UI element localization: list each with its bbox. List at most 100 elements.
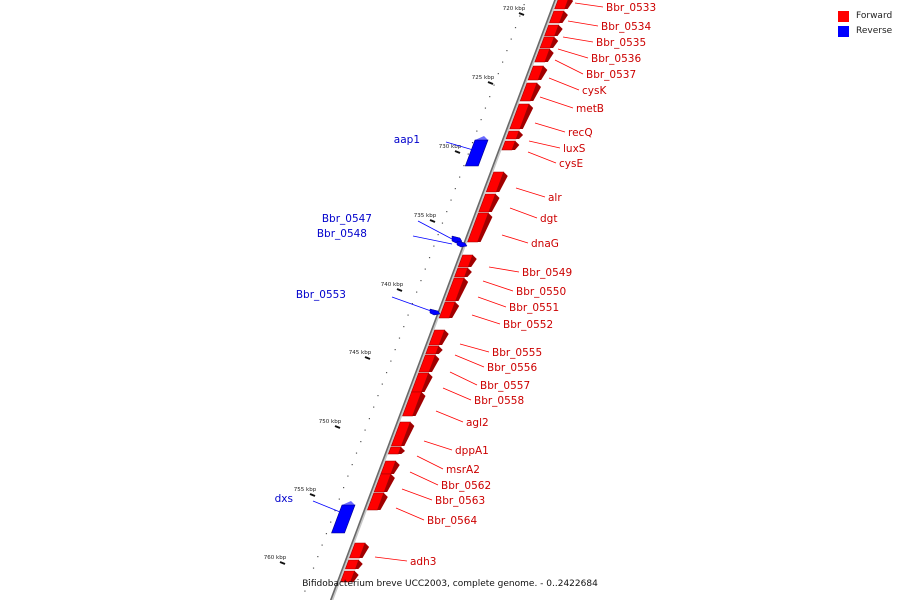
tick-mark xyxy=(518,12,525,16)
gene-label-bbr-0551[interactable]: Bbr_0551 xyxy=(509,302,559,314)
gene-label-bbr-0555[interactable]: Bbr_0555 xyxy=(492,347,542,359)
label-leader-bbr-0555 xyxy=(459,343,490,353)
scale-dot xyxy=(514,27,517,29)
scale-dot xyxy=(416,291,418,293)
scale-dot xyxy=(312,567,315,569)
gene-block-dxs[interactable] xyxy=(331,504,356,534)
gene-label-bbr-0552[interactable]: Bbr_0552 xyxy=(503,319,553,331)
gene-block-cysk-side[interactable] xyxy=(538,66,548,80)
gene-label-aap1[interactable]: aap1 xyxy=(394,134,420,146)
gene-block-bbr-0535-side[interactable] xyxy=(554,25,563,36)
gene-label-bbr-0536[interactable]: Bbr_0536 xyxy=(591,53,641,65)
gene-label-dxs[interactable]: dxs xyxy=(275,493,293,505)
gene-block-bbr-0557-side[interactable] xyxy=(428,355,440,372)
gene-block-dnag-side[interactable] xyxy=(477,213,493,242)
gene-block-cyse-side[interactable] xyxy=(511,141,520,150)
gene-label-dppa1[interactable]: dppA1 xyxy=(455,445,489,457)
gene-block-adh3-side[interactable] xyxy=(359,543,370,558)
gene-label-bbr-0564[interactable]: Bbr_0564 xyxy=(427,515,477,527)
gene-label-recq[interactable]: recQ xyxy=(568,127,593,139)
gene-block-msra2-side[interactable] xyxy=(398,447,405,454)
gene-labels: Bbr_0533 Bbr_0534 Bbr_0535 Bbr_0536 Bbr_0537… xyxy=(275,2,657,568)
label-leader-dnag xyxy=(501,234,529,244)
gene-block-bbr-0534-side[interactable] xyxy=(559,11,568,23)
gene-block-dgt-side[interactable] xyxy=(488,194,500,212)
gene-block-bbr-0558-side[interactable] xyxy=(421,373,433,392)
gene-block-dppa1-side[interactable] xyxy=(401,422,415,446)
label-leader-bbr-0558 xyxy=(442,387,472,401)
gene-label-bbr-0562[interactable]: Bbr_0562 xyxy=(441,480,491,492)
gene-block-metb-side[interactable] xyxy=(530,83,541,101)
gene-label-alr[interactable]: alr xyxy=(548,192,562,204)
gene-block-alr-side[interactable] xyxy=(496,172,508,192)
gene-block-bbr-0536-side[interactable] xyxy=(550,37,559,48)
gene-label-bbr-0563[interactable]: Bbr_0563 xyxy=(435,495,485,507)
gene-label-bbr-0549[interactable]: Bbr_0549 xyxy=(522,267,572,279)
label-leader-adh3 xyxy=(374,556,408,562)
gene-label-cysk[interactable]: cysK xyxy=(582,85,607,97)
gene-label-bbr-0550[interactable]: Bbr_0550 xyxy=(516,286,566,298)
label-leader-cysk xyxy=(548,77,580,91)
gene-block-bbr-0553[interactable] xyxy=(429,308,441,316)
gene-label-bbr-0553[interactable]: Bbr_0553 xyxy=(296,289,346,301)
gene-block-bbr-0563-side[interactable] xyxy=(384,474,395,492)
label-leader-alr xyxy=(515,187,546,198)
scale-dot xyxy=(471,142,474,144)
gene-label-bbr-0533[interactable]: Bbr_0533 xyxy=(606,2,656,14)
scale-dot xyxy=(347,475,349,477)
tick-mark xyxy=(487,81,494,85)
gene-block-bbr-0552-side[interactable] xyxy=(449,302,460,318)
gene-label-cyse[interactable]: cysE xyxy=(559,158,583,170)
gene-label-bbr-0556[interactable]: Bbr_0556 xyxy=(487,362,537,374)
label-leader-bbr-0535 xyxy=(562,36,594,43)
scale-dot xyxy=(407,314,409,316)
gene-block-bbr-0555-side[interactable] xyxy=(439,330,449,345)
scale-dot xyxy=(321,544,323,546)
gene-label-adh3[interactable]: adh3 xyxy=(410,556,436,568)
scale-dot xyxy=(385,372,388,374)
gene-block-recq-side[interactable] xyxy=(519,104,534,129)
gene-label-luxs[interactable]: luxS xyxy=(563,143,586,155)
gene-block-bbr-0549-side[interactable] xyxy=(468,255,477,267)
gene-block-bbr-0550-side[interactable] xyxy=(464,268,472,277)
scale-dots xyxy=(304,4,525,592)
scale-dot xyxy=(398,337,401,339)
gene-label-msra2[interactable]: msrA2 xyxy=(446,464,480,476)
gene-label-bbr-0557[interactable]: Bbr_0557 xyxy=(480,380,530,392)
scale-dot xyxy=(424,268,426,270)
gene-block-adh3-side[interactable] xyxy=(350,571,359,582)
scale-dot xyxy=(450,199,452,201)
gene-label-agl2[interactable]: agl2 xyxy=(466,417,489,429)
gene-block-aap1[interactable] xyxy=(464,139,489,167)
gene-block-bbr-0548[interactable] xyxy=(456,240,468,248)
scale-dot xyxy=(381,383,383,385)
gene-block-bbr-0556-side[interactable] xyxy=(435,346,443,354)
gene-label-bbr-0547[interactable]: Bbr_0547 xyxy=(322,213,372,225)
scale-dot xyxy=(441,222,444,224)
scale-dot xyxy=(403,326,405,328)
gene-features xyxy=(331,0,574,583)
gene-label-metb[interactable]: metB xyxy=(576,103,604,115)
gene-block-bbr-0533-side[interactable] xyxy=(564,0,574,9)
gene-label-bbr-0558[interactable]: Bbr_0558 xyxy=(474,395,524,407)
gene-block-bbr-0551-side[interactable] xyxy=(455,278,469,301)
gene-label-dgt[interactable]: dgt xyxy=(540,213,557,225)
gene-block-bbr-0564-side[interactable] xyxy=(377,493,388,510)
tick-mark xyxy=(454,150,461,154)
gene-block-bbr-0562-side[interactable] xyxy=(390,461,400,474)
tick-mark xyxy=(364,356,371,360)
gene-block-luxs-side[interactable] xyxy=(516,131,524,139)
scale-dot xyxy=(502,61,504,63)
gene-block-adh3-side[interactable] xyxy=(355,560,363,569)
scale-dot xyxy=(510,38,512,40)
gene-label-dnag[interactable]: dnaG xyxy=(531,238,559,250)
scale-dot xyxy=(428,257,431,259)
reverse-swatch xyxy=(838,25,849,37)
gene-label-bbr-0548[interactable]: Bbr_0548 xyxy=(317,228,367,240)
gene-label-bbr-0537[interactable]: Bbr_0537 xyxy=(586,69,636,81)
scale-dot xyxy=(317,556,319,558)
gene-label-bbr-0534[interactable]: Bbr_0534 xyxy=(601,21,651,33)
gene-label-bbr-0535[interactable]: Bbr_0535 xyxy=(596,37,646,49)
gene-block-bbr-0537-side[interactable] xyxy=(544,49,554,62)
gene-block-agl2-side[interactable] xyxy=(412,392,426,416)
